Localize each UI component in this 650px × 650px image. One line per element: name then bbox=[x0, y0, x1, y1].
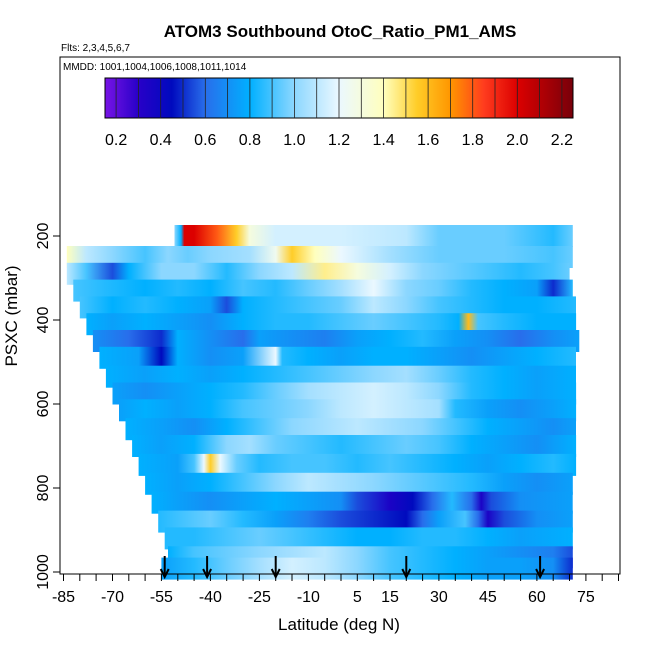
colorbar-tick-label: 0.8 bbox=[239, 132, 261, 149]
y-axis: 200 400 600 800 1000 bbox=[35, 223, 60, 590]
y-axis-label: PSXC (mbar) bbox=[2, 265, 21, 366]
colorbar-tick-label: 0.2 bbox=[105, 132, 127, 149]
data-band bbox=[119, 399, 577, 422]
plot-frame bbox=[59, 56, 621, 575]
y-tick-label: 800 bbox=[35, 475, 52, 502]
y-tick-label: 200 bbox=[35, 223, 52, 250]
x-tick-label: -70 bbox=[101, 589, 124, 606]
x-tick-label: 60 bbox=[528, 589, 546, 606]
chart-title: ATOM3 Southbound OtoC_Ratio_PM1_AMS bbox=[164, 22, 517, 41]
data-band bbox=[161, 557, 573, 580]
colorbar-tick-label: 1.4 bbox=[372, 132, 394, 149]
colorbar-tick-label: 2.2 bbox=[551, 132, 573, 149]
colorbar-tick-label: 1.8 bbox=[462, 132, 484, 149]
data-band bbox=[125, 418, 576, 441]
arrow-marker bbox=[535, 556, 545, 580]
data-band bbox=[105, 365, 577, 388]
x-tick-label: -40 bbox=[199, 589, 222, 606]
data-band bbox=[79, 296, 577, 319]
x-axis-label: Latitude (deg N) bbox=[278, 615, 400, 634]
x-tick-label: -25 bbox=[248, 589, 271, 606]
data-band bbox=[66, 246, 573, 268]
y-tick-label: 400 bbox=[35, 307, 52, 334]
arrow-marker bbox=[159, 556, 170, 580]
colorbar-tick-label: 1.0 bbox=[283, 132, 305, 149]
data-band bbox=[92, 330, 580, 352]
x-tick-label: -10 bbox=[297, 589, 320, 606]
arrow-markers bbox=[159, 556, 545, 580]
colorbar: 0.2 0.4 0.6 0.8 1.0 1.2 1.4 1.6 1.8 2.0 2.2 bbox=[104, 77, 574, 149]
x-tick-label: 30 bbox=[430, 589, 448, 606]
colorbar-tick-label: 2.0 bbox=[506, 132, 528, 149]
data-band bbox=[164, 527, 573, 550]
x-axis: -85 -70 -55 -40 -25 -10 5 15 30 45 60 75 bbox=[52, 574, 619, 606]
x-tick-label: 5 bbox=[353, 589, 362, 606]
data-band bbox=[145, 472, 573, 495]
data-band bbox=[151, 491, 573, 514]
dates-note: MMDD: 1001,1004,1006,1008,1011,1014 bbox=[63, 62, 247, 73]
data-bands bbox=[66, 225, 580, 580]
data-band bbox=[73, 279, 573, 302]
x-tick-label: -85 bbox=[52, 589, 75, 606]
data-band bbox=[66, 262, 570, 285]
data-band bbox=[86, 313, 577, 336]
data-band bbox=[174, 225, 573, 247]
x-tick-label: 75 bbox=[577, 589, 595, 606]
colorbar-tick-label: 0.6 bbox=[194, 132, 216, 149]
y-tick-label: 1000 bbox=[35, 554, 52, 590]
data-band bbox=[132, 435, 577, 457]
y-tick-label: 600 bbox=[35, 391, 52, 418]
x-tick-label: -55 bbox=[150, 589, 173, 606]
x-tick-label: 15 bbox=[381, 589, 399, 606]
data-band bbox=[112, 382, 577, 405]
data-band bbox=[158, 510, 573, 533]
colorbar-tick-label: 0.4 bbox=[150, 132, 172, 149]
arrow-marker bbox=[202, 556, 212, 580]
flights-note: Flts: 2,3,4,5,6,7 bbox=[61, 43, 130, 54]
x-tick-label: 45 bbox=[479, 589, 497, 606]
colorbar-tick-label: 1.2 bbox=[328, 132, 350, 149]
data-band bbox=[138, 453, 577, 476]
colorbar-tick-label: 1.6 bbox=[417, 132, 439, 149]
data-band bbox=[99, 346, 577, 369]
